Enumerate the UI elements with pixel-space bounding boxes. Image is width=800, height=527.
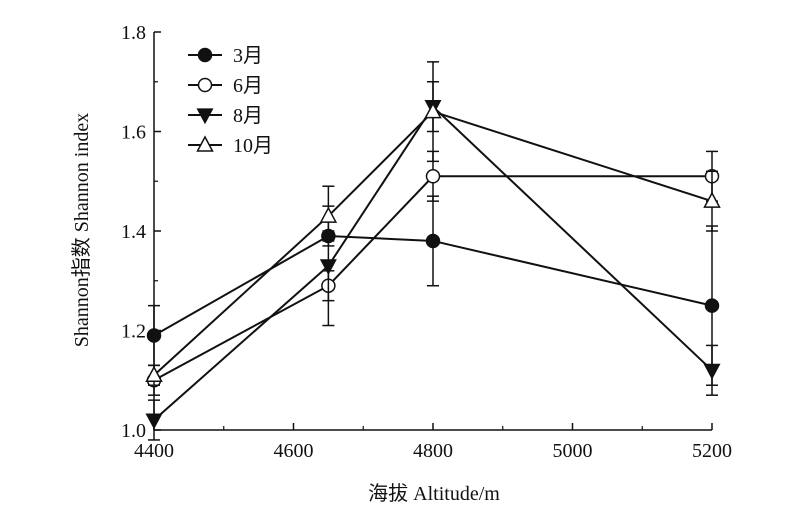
legend-marker (196, 108, 214, 125)
data-point (703, 363, 721, 380)
series-4 (145, 61, 721, 386)
x-tick-label: 4800 (413, 440, 453, 462)
legend: 3月 6月 8月 10月 (188, 45, 273, 157)
data-point (703, 191, 721, 208)
legend-marker (197, 47, 213, 63)
series-line (153, 234, 713, 337)
y-tick-label: 1.2 (121, 321, 146, 343)
data-point (425, 233, 441, 249)
y-axis-title: Shannon指数 Shannon index (70, 113, 93, 347)
legend-label: 3月 (233, 45, 263, 67)
series-layer (145, 61, 721, 441)
y-tick-label: 1.8 (121, 22, 146, 44)
data-point (145, 365, 163, 383)
series-1 (146, 195, 720, 386)
series-line (153, 175, 712, 382)
y-tick-label: 1.4 (121, 221, 146, 243)
legend-item: 6月 (188, 75, 263, 97)
data-point (146, 328, 162, 343)
data-point (145, 413, 163, 430)
x-axis-title: 海拔 Altitude/m (368, 482, 500, 505)
data-point (424, 102, 442, 119)
data-point (319, 259, 337, 276)
legend-label: 8月 (233, 105, 263, 127)
legend-item: 8月 (188, 105, 263, 127)
legend-marker (197, 77, 213, 93)
x-tick-label: 4600 (274, 440, 314, 462)
legend-label: 6月 (233, 75, 263, 97)
x-tick-label: 5000 (553, 440, 593, 462)
data-point (425, 169, 441, 184)
y-tick-label: 1.0 (121, 420, 146, 442)
legend-item: 10月 (188, 135, 273, 157)
y-tick-label: 1.6 (121, 122, 146, 144)
x-tick-label: 4400 (134, 440, 174, 462)
x-tick-label: 5200 (692, 440, 732, 462)
data-point (319, 206, 338, 223)
legend-marker (196, 135, 214, 152)
data-point (704, 298, 720, 313)
legend-label: 10月 (233, 135, 273, 157)
series-line (153, 110, 713, 377)
legend-item: 3月 (188, 45, 263, 67)
series-line (153, 105, 713, 421)
axes: 1.0 1.2 1.4 1.6 1.8 4400 4600 4800 5000 5200 (121, 22, 732, 462)
